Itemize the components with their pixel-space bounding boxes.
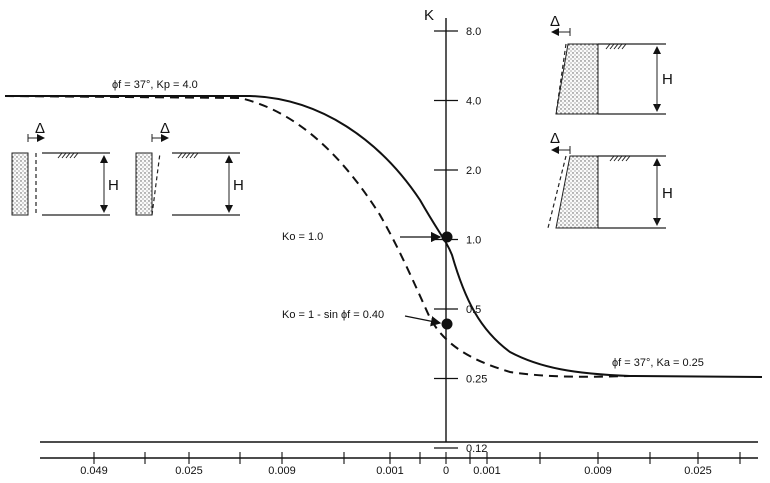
ko-sin-point (441, 318, 453, 330)
y-axis-title: K (424, 7, 434, 24)
height-label: H (662, 71, 673, 88)
x-tick-label: 0.009 (268, 465, 296, 477)
y-tick-label: 0.12 (466, 443, 487, 455)
y-ticks: 8.04.02.01.00.50.250.12 (434, 26, 487, 455)
ko-one-annotation: Ko = 1.0 (282, 231, 323, 243)
height-label: H (108, 177, 119, 194)
ko-sin-arrow (404, 315, 442, 327)
delta-label: Δ (550, 130, 560, 147)
x-ticks: 0.049 0.025 0.009 0.001 0 0.001 0.009 0.025 (80, 452, 741, 477)
y-tick-label: 1.0 (466, 235, 481, 247)
height-label: H (233, 177, 244, 194)
wall-diagram-active-lower: Δ H (547, 130, 673, 229)
x-tick-label: 0.009 (584, 465, 612, 477)
ko-sin-annotation: Ko = 1 - sin ϕf = 0.40 (282, 309, 384, 321)
x-tick-label: 0.049 (80, 465, 108, 477)
x-tick-label: 0.001 (473, 465, 501, 477)
y-tick-label: 2.0 (466, 165, 481, 177)
wall-diagram-translation: Δ H (11, 120, 119, 216)
wall-diagram-active-upper: Δ H (550, 13, 673, 115)
active-annotation: ϕf = 37°, Ka = 0.25 (612, 357, 704, 369)
wall-diagram-rotation-passive: Δ H (135, 120, 244, 216)
y-tick-label: 4.0 (466, 96, 481, 108)
height-label: H (662, 185, 673, 202)
solid-curve (5, 95, 763, 378)
delta-label: Δ (550, 13, 560, 30)
delta-label: Δ (35, 120, 45, 137)
passive-annotation: ϕf = 37°, Kp = 4.0 (112, 79, 198, 91)
y-tick-label: 8.0 (466, 26, 481, 38)
delta-label: Δ (160, 120, 170, 137)
x-tick-label: 0 (443, 465, 449, 477)
x-tick-label: 0.025 (175, 465, 203, 477)
ko-one-point (441, 231, 453, 243)
y-tick-label: 0.25 (466, 374, 487, 386)
dashed-curve (4, 95, 631, 378)
x-tick-label: 0.001 (376, 465, 404, 477)
x-tick-label: 0.025 (684, 465, 712, 477)
